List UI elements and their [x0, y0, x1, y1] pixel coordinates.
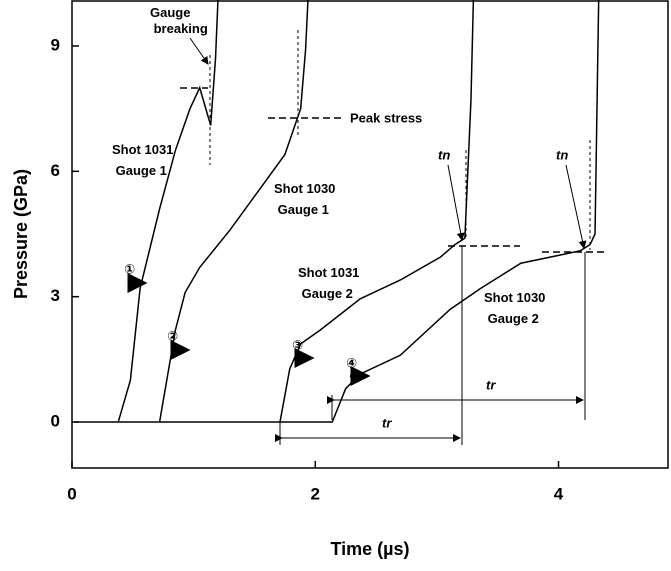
annotation: tr — [382, 415, 392, 430]
annotation: tn — [556, 147, 568, 162]
annotation: Gauge breaking — [150, 5, 208, 36]
data-line — [279, 0, 600, 423]
annotation: Peak stress — [350, 110, 422, 125]
y-tick-label: 3 — [51, 286, 60, 305]
plot-frame — [71, 0, 669, 469]
y-tick-label: 9 — [51, 35, 60, 54]
x-tick-label: 0 — [67, 484, 76, 503]
series-label: Shot 1030 Gauge 2 — [484, 290, 545, 326]
series-label: Shot 1031 Gauge 2 — [298, 265, 359, 301]
x-tick-label: 2 — [311, 484, 320, 503]
annotation: ④ — [346, 355, 357, 370]
data-line — [159, 0, 475, 423]
annotation: tr — [486, 377, 496, 392]
y-tick-label: 6 — [51, 161, 60, 180]
annotation: tn — [438, 147, 450, 162]
annotation: ① — [124, 261, 135, 276]
series-label: Shot 1031 Gauge 1 — [112, 142, 173, 178]
x-axis-title: Time (µs) — [330, 539, 409, 559]
annotation-lines — [127, 30, 605, 445]
y-tick-label: 0 — [51, 412, 60, 431]
y-axis-title: Pressure (GPa) — [11, 169, 31, 299]
series-label: Shot 1030 Gauge 1 — [274, 181, 335, 217]
data-line — [118, 0, 309, 423]
data-line — [74, 0, 219, 423]
annotation: ③ — [292, 337, 303, 352]
x-tick-label: 4 — [554, 484, 564, 503]
annotation: ② — [167, 328, 178, 343]
